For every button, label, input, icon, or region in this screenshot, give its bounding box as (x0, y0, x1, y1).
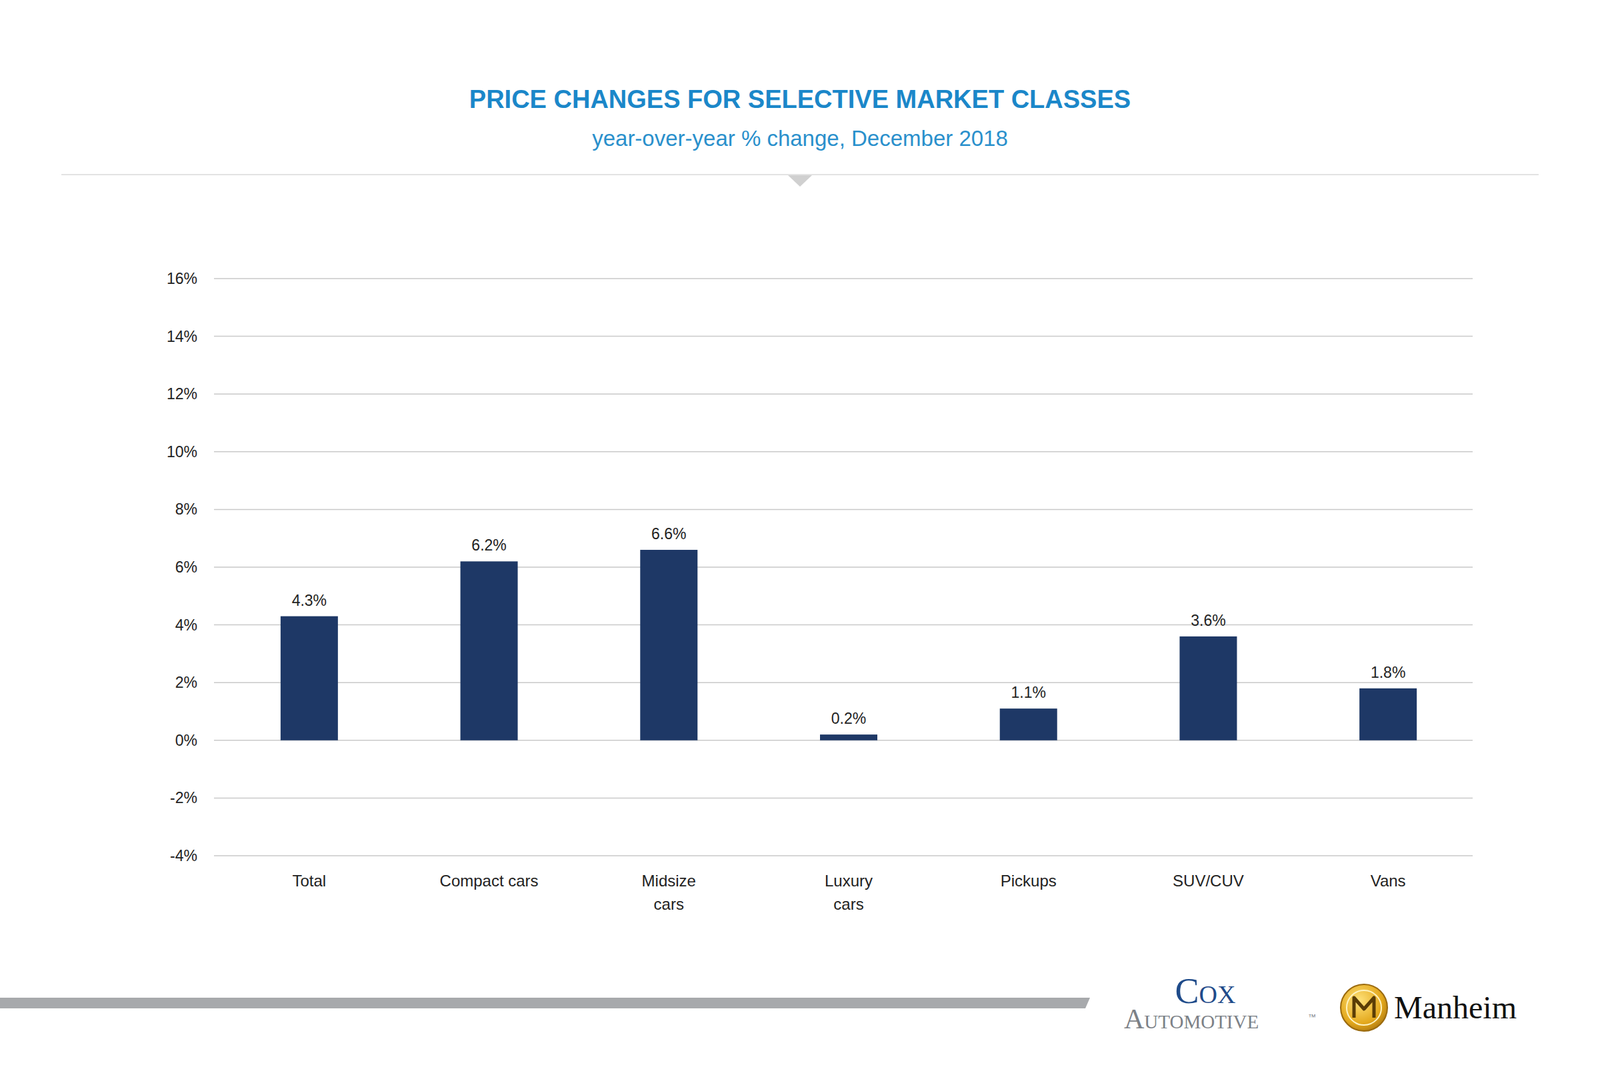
grid-line (214, 855, 1473, 857)
x-tick-label: Compact cars (440, 872, 539, 890)
y-tick-label: 4% (175, 616, 198, 634)
y-tick-label: 12% (166, 385, 198, 403)
grid (214, 278, 1473, 856)
y-tick-label: 14% (166, 328, 198, 346)
bar (820, 734, 878, 741)
grid-line (214, 798, 1473, 800)
bar (280, 616, 338, 741)
y-tick-label: 10% (166, 443, 198, 461)
y-tick-label: 16% (166, 270, 198, 288)
logo-emblem (1340, 984, 1388, 1032)
label-line: cars (833, 895, 864, 914)
x-tick-label: SUV/CUV (1172, 872, 1244, 890)
logo-emblem-mark (1354, 998, 1374, 1018)
data-label: 1.1% (1010, 684, 1046, 702)
label-line: Midsize (642, 872, 696, 890)
x-tick-label: Luxury cars (824, 872, 873, 914)
bar (1359, 688, 1417, 741)
data-label: 6.2% (471, 536, 506, 554)
label-line: Compact cars (440, 872, 539, 890)
grid-line (214, 509, 1473, 511)
y-tick-label: 6% (175, 558, 198, 576)
x-tick-label: Pickups (1000, 872, 1057, 890)
bar (640, 550, 698, 741)
label-line: SUV/CUV (1172, 872, 1244, 890)
logo-trademark: ™ (1308, 1012, 1316, 1022)
footer-bar (0, 998, 1090, 1009)
y-tick-label: 2% (175, 674, 198, 692)
y-tick-label: 8% (175, 500, 198, 518)
chart: PRICE CHANGES FOR SELECTIVE MARKET CLASS… (0, 0, 1600, 1081)
subtitle: year-over-year % change, December 2018 (592, 126, 1008, 151)
label-line: Pickups (1000, 872, 1057, 890)
grid-line (214, 451, 1473, 453)
label-line: Vans (1370, 872, 1406, 890)
data-label: 3.6% (1190, 612, 1226, 630)
grid-line (214, 278, 1473, 280)
grid-line (214, 566, 1473, 568)
bar (1179, 636, 1237, 741)
logo-automotive: Automotive (1124, 1004, 1259, 1035)
logo-manheim: Manheim (1394, 990, 1517, 1026)
label-line: cars (654, 895, 684, 914)
logo-emblem-ring (1346, 990, 1382, 1026)
bars (280, 550, 1417, 741)
label-line: Total (292, 872, 327, 890)
separator (61, 174, 1539, 176)
data-label: 4.3% (292, 592, 327, 610)
x-tick-label: Vans (1370, 872, 1406, 890)
data-label: 0.2% (831, 710, 866, 728)
data-label: 1.8% (1370, 664, 1406, 682)
bar (1000, 708, 1058, 741)
grid-line (214, 393, 1473, 395)
y-tick-label: -4% (170, 847, 198, 865)
grid-line (214, 336, 1473, 338)
data-label: 6.6% (651, 525, 686, 543)
y-tick-label: 0% (175, 732, 198, 750)
x-tick-label: Total (292, 872, 327, 890)
grid-line (214, 682, 1473, 684)
chevron (788, 175, 812, 187)
title: PRICE CHANGES FOR SELECTIVE MARKET CLASS… (469, 85, 1131, 114)
grid-line (214, 624, 1473, 626)
bar (460, 561, 518, 740)
label-line: Luxury (824, 872, 873, 890)
x-tick-label: Midsize cars (642, 872, 696, 914)
y-tick-label: -2% (170, 789, 198, 807)
